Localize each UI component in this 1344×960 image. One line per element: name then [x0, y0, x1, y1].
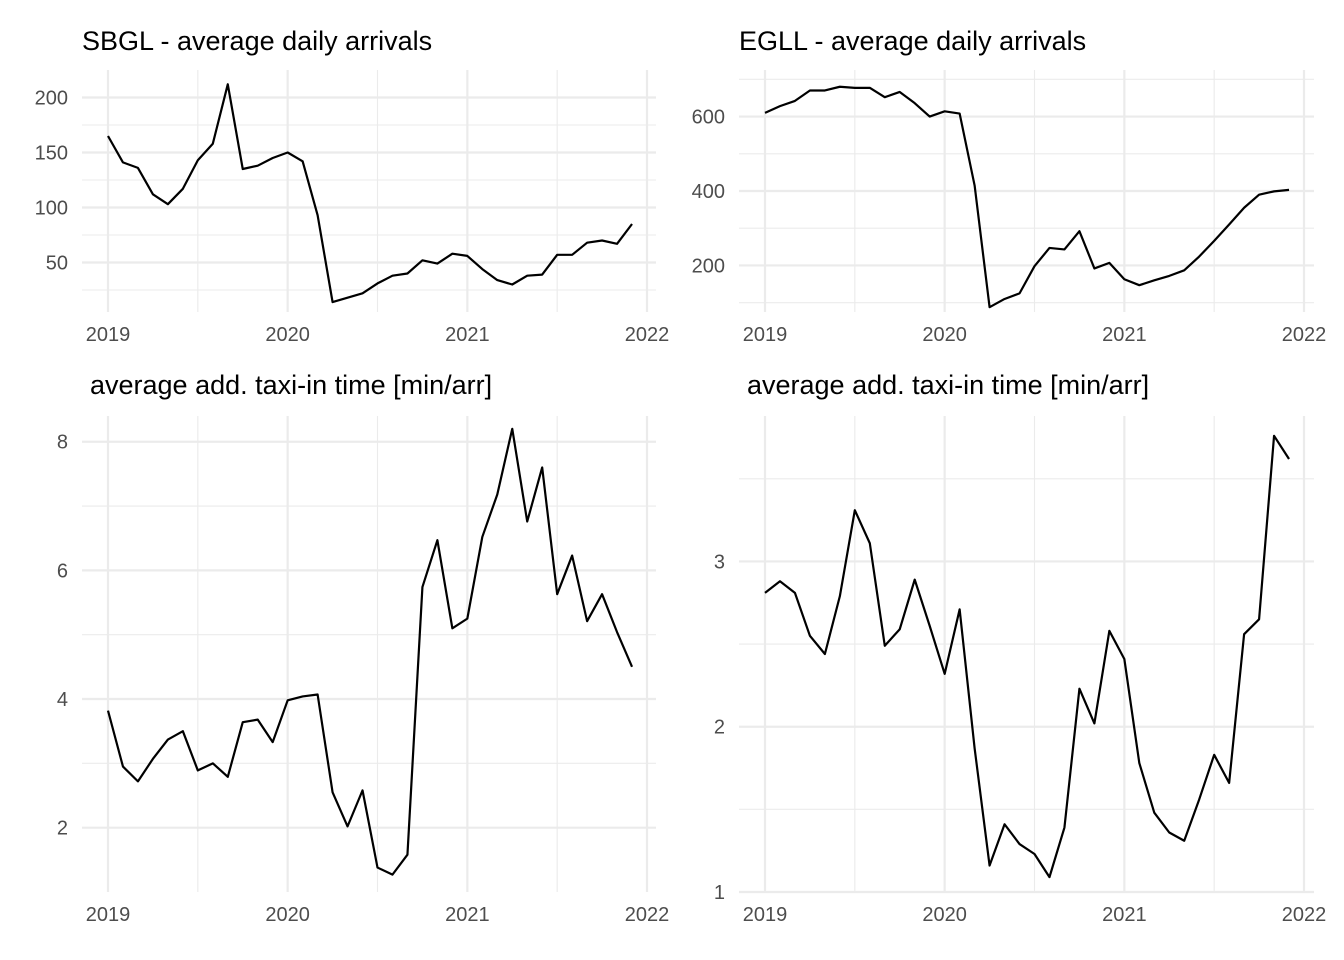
x-tick-label: 2022 [1282, 324, 1327, 346]
x-tick-label: 2020 [922, 904, 967, 926]
y-tick-label: 1 [714, 882, 725, 904]
chart-title: average add. taxi-in time [min/arr] [90, 370, 492, 400]
y-tick-label: 600 [692, 107, 725, 129]
x-tick-label: 2020 [922, 324, 967, 346]
x-tick-label: 2021 [1102, 324, 1147, 346]
x-tick-label: 2021 [445, 904, 490, 926]
y-tick-label: 4 [57, 689, 68, 711]
y-tick-label: 2 [714, 717, 725, 739]
series-line [107, 83, 633, 304]
x-tick-label: 2022 [625, 904, 670, 926]
series-line [764, 434, 1290, 879]
series-line [106, 427, 634, 876]
y-tick-label: 3 [714, 551, 725, 573]
y-tick-label: 200 [35, 88, 68, 110]
chart-panel-4: 2019 2020 2021 2022 1 2 3 average add. taxi-in … [714, 370, 1326, 926]
x-tick-label: 2022 [1282, 904, 1327, 926]
x-tick-label: 2019 [86, 324, 131, 346]
y-tick-label: 150 [35, 143, 68, 165]
y-tick-label: 8 [57, 432, 68, 454]
y-tick-label: 400 [692, 181, 725, 203]
y-tick-label: 200 [692, 255, 725, 277]
chart-panel-1: 2019 2020 2021 2022 50 100 150 200 SBGL - averag… [35, 26, 670, 346]
chart-panel-2: 2019 2020 2021 2022 200 400 600 EGLL - average … [692, 26, 1327, 346]
y-tick-label: 2 [57, 818, 68, 840]
y-tick-label: 6 [57, 560, 68, 582]
x-tick-label: 2020 [265, 324, 310, 346]
x-tick-label: 2021 [445, 324, 490, 346]
chart-title: average add. taxi-in time [min/arr] [747, 370, 1149, 400]
chart-title: EGLL - average daily arrivals [739, 26, 1086, 56]
x-tick-label: 2020 [265, 904, 310, 926]
x-tick-label: 2019 [743, 324, 788, 346]
x-tick-label: 2019 [86, 904, 131, 926]
chart-title: SBGL - average daily arrivals [82, 26, 432, 56]
x-tick-label: 2021 [1102, 904, 1147, 926]
chart-panel-3: 2019 2020 2021 2022 2 4 6 8 average add. taxi-in… [57, 370, 669, 926]
x-tick-label: 2022 [625, 324, 670, 346]
y-tick-label: 50 [46, 253, 68, 275]
y-tick-label: 100 [35, 198, 68, 220]
series-line [764, 85, 1290, 309]
x-tick-label: 2019 [743, 904, 788, 926]
